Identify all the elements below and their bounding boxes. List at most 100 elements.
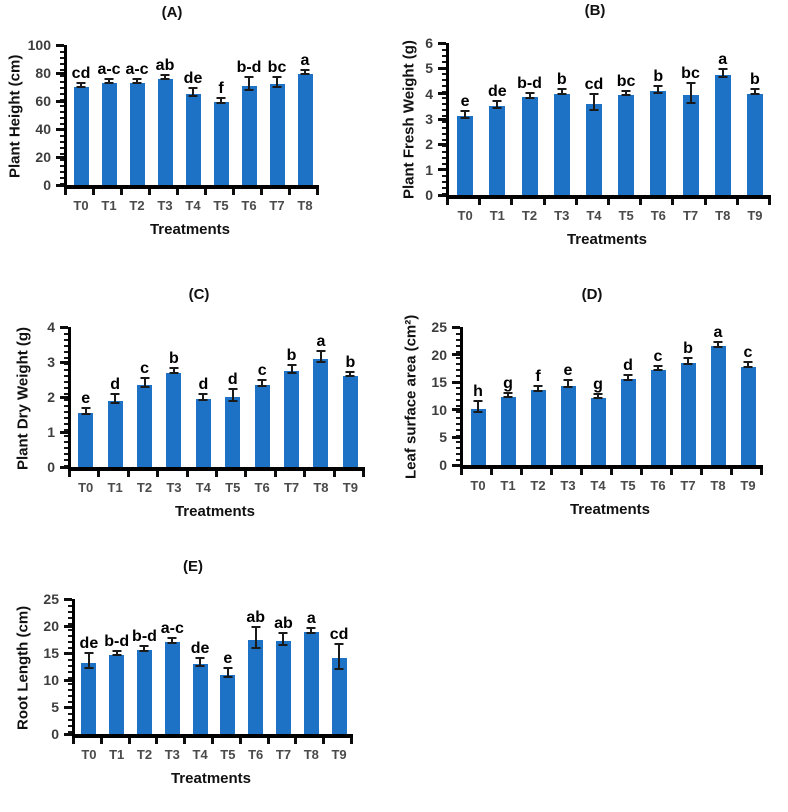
bar-slot-T7: bc xyxy=(263,45,291,185)
y-axis: 25 20 15 10 5 0 xyxy=(36,591,72,742)
error-bar-T8 xyxy=(718,67,728,78)
sig-letter-T0: cd xyxy=(71,64,91,82)
x-tick-label-T2: T2 xyxy=(136,747,153,762)
x-tick-mark xyxy=(349,738,353,744)
plot-area: h g f e g d c b a c xyxy=(460,324,763,469)
bar-T7 xyxy=(284,370,300,467)
error-bar-T2 xyxy=(139,644,149,652)
bar-slot-T6: c xyxy=(643,327,673,465)
x-tick-labels: T0 T1 T2 T3 T4 T5 T6 T7 T8 T9 xyxy=(449,208,771,223)
bar-slot-T5: bc xyxy=(610,43,642,195)
bar-T9 xyxy=(740,366,756,465)
bar-slot-T6: b xyxy=(642,43,674,195)
sig-letter-T9: cd xyxy=(329,625,349,643)
sig-letter-T8: a xyxy=(718,50,728,68)
x-tick-mark xyxy=(446,199,449,205)
bar-T2 xyxy=(530,390,546,465)
y-tick-label-25: 25 xyxy=(43,591,59,607)
x-tick-label-T2: T2 xyxy=(129,198,145,213)
y-axis-title: Plant Height (cm) xyxy=(6,54,24,178)
x-tick-label-T7: T7 xyxy=(275,747,292,762)
error-bar-T2 xyxy=(525,92,534,99)
panel-label: (E) xyxy=(183,558,203,575)
bar-T0 xyxy=(81,662,97,734)
x-tick-labels: T0 T1 T2 T3 T4 T5 T6 T7 T8 T9 xyxy=(463,478,763,493)
x-tick-label-T0: T0 xyxy=(73,198,89,213)
y-tick-mark xyxy=(60,430,68,434)
x-tick-mark xyxy=(490,469,493,475)
y-tick-label-0: 0 xyxy=(439,457,447,473)
x-tick-mark xyxy=(260,189,263,195)
error-bar-T8 xyxy=(306,627,316,634)
sig-letter-T5: e xyxy=(223,649,233,667)
x-tick-label-T8: T8 xyxy=(710,478,726,493)
sig-letter-T1: d xyxy=(110,376,120,393)
x-tick-label-T0: T0 xyxy=(81,747,97,762)
bar-T2 xyxy=(137,384,153,467)
y-tick-mark xyxy=(64,705,72,709)
bar-slot-T4: d xyxy=(189,327,218,467)
y-tick-mark xyxy=(452,325,460,329)
panel-label: (C) xyxy=(188,286,210,303)
plot-row: 4 3 2 1 0 e d c b d d c b a b xyxy=(36,319,365,475)
x-tick-label-T6: T6 xyxy=(254,480,270,495)
x-axis-ticks xyxy=(446,199,771,205)
x-tick-label-T9: T9 xyxy=(342,480,358,495)
error-bar-T5 xyxy=(623,374,633,381)
error-bar-T2 xyxy=(533,384,543,393)
y-tick-mark xyxy=(438,168,446,172)
y-tick-mark xyxy=(56,155,64,159)
sig-letter-T5: bc xyxy=(616,72,636,90)
chart-main: (A) 100 80 60 40 20 0 cd a-c a-c ab de f b-d bc a T0 T1 T2… xyxy=(28,4,319,238)
x-tick-mark xyxy=(127,738,131,744)
y-tick-mark xyxy=(438,66,446,70)
bar-slot-T2: c xyxy=(130,327,159,467)
x-tick-label-T6: T6 xyxy=(650,478,666,493)
y-tick-label-60: 60 xyxy=(35,93,51,109)
chart-body: Root Length (cm) (E) 25 20 15 10 5 0 de b-d b-d a-c… xyxy=(10,558,353,787)
y-tick-label-10: 10 xyxy=(431,401,447,418)
y-tick-label-10: 10 xyxy=(43,672,59,688)
bar-T2 xyxy=(136,650,152,734)
error-bar-T4 xyxy=(195,657,205,667)
x-tick-mark xyxy=(730,469,733,475)
bar-T5 xyxy=(620,379,636,465)
y-tick-label-0: 0 xyxy=(47,459,55,475)
sig-letter-T0: e xyxy=(460,93,470,111)
bar-T7 xyxy=(269,84,285,185)
y-tick-label-1: 1 xyxy=(425,161,433,178)
sig-letter-T1: a-c xyxy=(97,60,121,78)
bar-slot-T4: de xyxy=(179,45,207,185)
x-tick-mark xyxy=(580,469,583,475)
error-bar-T3 xyxy=(167,636,177,644)
bar-slot-T2: b-d xyxy=(131,599,159,734)
bar-slot-T5: f xyxy=(207,45,235,185)
x-tick-mark xyxy=(273,471,277,477)
error-bar-T4 xyxy=(589,92,599,111)
x-tick-label-T1: T1 xyxy=(489,208,505,223)
bar-slot-T0: e xyxy=(449,43,481,195)
sig-letter-T9: b xyxy=(750,70,760,88)
x-tick-mark xyxy=(155,738,159,744)
y-tick-mark xyxy=(64,597,72,601)
x-tick-label-T8: T8 xyxy=(303,747,319,762)
bar-slot-T0: cd xyxy=(67,45,95,185)
bar-T3 xyxy=(560,385,576,465)
bar-T1 xyxy=(107,400,123,467)
bar-slot-T8: a xyxy=(707,43,739,195)
x-tick-mark xyxy=(767,199,771,205)
error-bar-T4 xyxy=(188,87,198,97)
bar-slot-T3: a-c xyxy=(158,599,186,734)
y-tick-label-0: 0 xyxy=(51,726,59,742)
x-axis-title: Treatments xyxy=(149,221,231,238)
x-tick-label-T3: T3 xyxy=(560,478,576,493)
y-tick-mark xyxy=(60,465,68,469)
x-tick-label-T6: T6 xyxy=(650,208,666,223)
x-tick-label-T4: T4 xyxy=(195,480,211,495)
sig-letter-T6: c xyxy=(653,347,663,365)
bar-slot-T1: de xyxy=(481,43,513,195)
x-tick-label-T7: T7 xyxy=(682,208,699,223)
bar-slot-T7: b xyxy=(673,327,703,465)
x-tick-label-T8: T8 xyxy=(715,208,731,223)
y-tick-label-15: 15 xyxy=(43,645,59,661)
